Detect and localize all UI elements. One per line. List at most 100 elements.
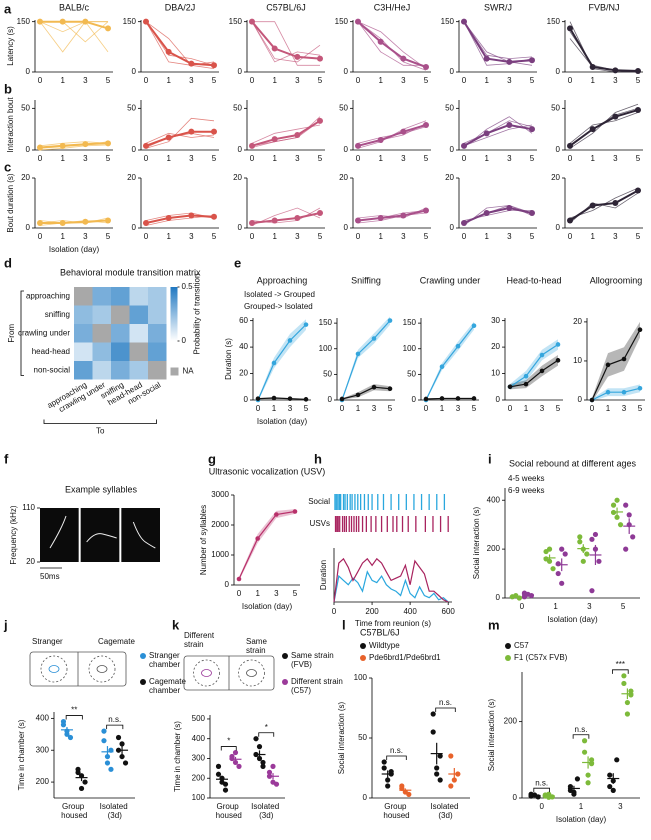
marker — [506, 58, 513, 65]
x-tick-label: 1 — [60, 154, 65, 163]
error-band — [342, 316, 390, 401]
spectrogram-panel — [80, 508, 120, 562]
x-tick-label: 1 — [590, 154, 595, 163]
chart-title: BALB/c — [59, 2, 90, 12]
y-tick-label: 20 — [573, 317, 582, 326]
y-tick-label: 20 — [127, 173, 136, 182]
x-tick-label: 5 — [212, 76, 217, 85]
data-point — [614, 514, 620, 520]
marker — [255, 396, 261, 401]
series-line — [569, 27, 639, 72]
marker — [471, 396, 477, 401]
x-tick-label: 1 — [524, 404, 529, 413]
x-tick-label: 3 — [507, 232, 512, 241]
marker — [612, 67, 619, 74]
y-axis-label: Time in chamber (s) — [173, 721, 182, 792]
y-tick-label: 0 — [344, 67, 349, 76]
data-point — [381, 759, 387, 765]
cell — [129, 361, 148, 380]
legend-swatch — [282, 679, 288, 685]
cell — [74, 361, 93, 380]
series-line — [357, 124, 427, 147]
x-tick-label: 1 — [590, 76, 595, 85]
cell — [74, 342, 93, 361]
significance-label: ** — [71, 706, 77, 715]
series-line — [509, 343, 559, 388]
legend-label: F1 (C57x FVB) — [514, 653, 568, 662]
data-point — [115, 734, 122, 741]
cell — [148, 305, 167, 324]
panel-letter: b — [4, 81, 12, 96]
data-point — [430, 729, 436, 735]
chart-title: FVB/NJ — [588, 2, 619, 12]
y-tick-label: 50 — [21, 103, 30, 112]
marker — [567, 25, 573, 32]
marker — [303, 322, 309, 327]
y-tick-label: 50 — [233, 103, 242, 112]
individual-line — [569, 192, 639, 224]
y-axis-label: Number of syllables — [199, 505, 208, 575]
marker — [377, 137, 384, 143]
data-point — [67, 734, 74, 741]
x-tick-label: 5 — [636, 76, 641, 85]
marker — [605, 362, 611, 368]
data-point — [430, 711, 436, 717]
cell — [111, 342, 130, 361]
data-point — [385, 783, 391, 789]
x-tick-label: 5 — [556, 404, 561, 413]
legend-label: 4-5 weeks — [508, 474, 544, 483]
na-swatch — [170, 367, 179, 376]
y-tick-label: 0 — [238, 223, 243, 232]
y-tick-label: 0 — [556, 67, 561, 76]
data-point — [588, 757, 595, 763]
data-point — [623, 546, 629, 552]
x-tick-label: 3 — [401, 232, 406, 241]
chart-title: C57BL/6J — [266, 2, 306, 12]
x-tick-label: 3 — [189, 232, 194, 241]
y-tick-label: 0 — [578, 395, 583, 404]
y-tick-label: 150 — [229, 17, 243, 26]
marker — [439, 396, 445, 401]
legend-label: Isolated -> Grouped — [244, 290, 315, 299]
data-point — [580, 558, 586, 564]
individual-line — [357, 21, 427, 69]
x-tick-label: 0 — [568, 232, 573, 241]
x-tick-label: Group housed — [216, 802, 242, 820]
x-tick-label: 0 — [568, 76, 573, 85]
data-point — [108, 766, 114, 772]
data-point — [256, 744, 263, 750]
marker — [539, 352, 545, 358]
marker — [567, 217, 573, 224]
x-tick-label: 0 — [144, 154, 149, 163]
chart-title: DBA/2J — [165, 2, 196, 12]
marker — [59, 142, 66, 149]
x-tick-label: 0 — [250, 154, 255, 163]
x-tick-label: 0 — [424, 404, 429, 413]
mouse — [201, 669, 212, 677]
y-tick-label: 150 — [17, 17, 31, 26]
chart-title: C57BL/6J — [360, 627, 400, 637]
x-axis-label: Isolation (day) — [49, 245, 100, 254]
cup — [40, 655, 68, 683]
marker — [59, 220, 66, 226]
spectrogram-panel — [40, 508, 79, 562]
series-line — [145, 214, 215, 224]
legend-swatch — [282, 653, 288, 659]
individual-line — [463, 205, 533, 224]
x-axis-label: Isolation (day) — [547, 615, 598, 624]
x-tick-label: 0 — [237, 589, 242, 598]
data-point — [562, 551, 568, 557]
marker — [387, 386, 393, 392]
marker — [506, 205, 513, 211]
data-point — [596, 558, 602, 564]
data-point — [589, 536, 595, 542]
series-line — [333, 557, 449, 603]
x-tick-label: 1 — [440, 404, 445, 413]
marker — [471, 323, 477, 328]
marker — [371, 384, 377, 390]
x-tick-label: 0 — [539, 802, 544, 811]
significance-bracket — [220, 746, 237, 751]
x-tick-label: 1 — [60, 76, 65, 85]
x-tick-label: 3 — [618, 802, 623, 811]
y-tick-label: 0 — [344, 145, 349, 154]
